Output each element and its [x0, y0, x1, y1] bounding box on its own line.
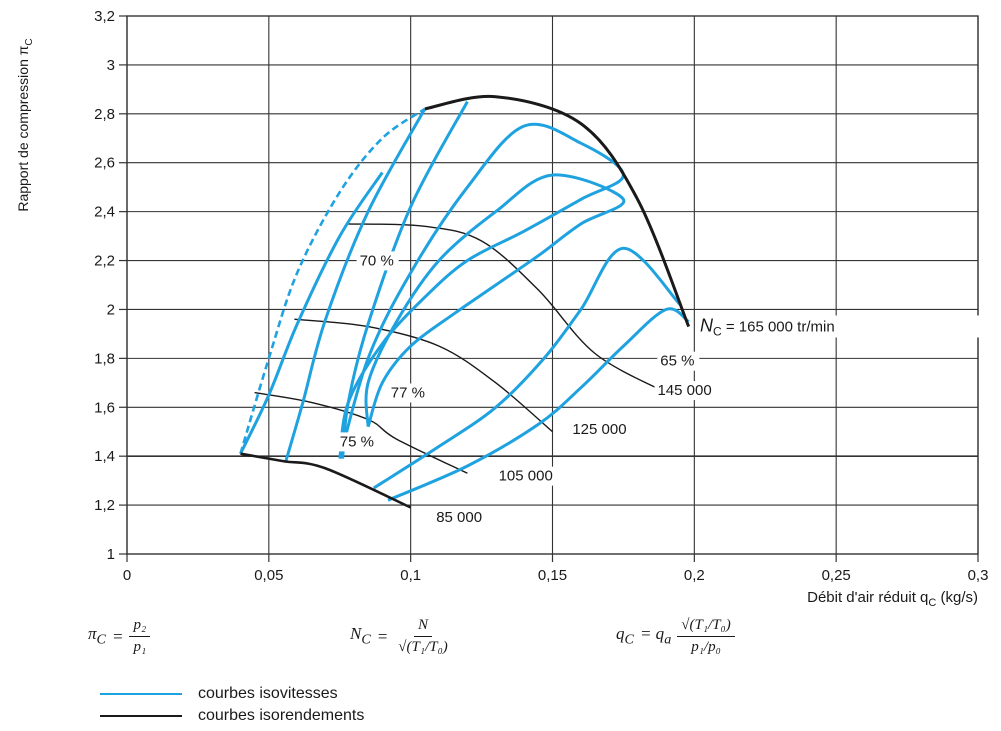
x-tick-label: 0,2 — [684, 567, 705, 584]
isovitesse-loop — [364, 173, 626, 428]
formula-pi-denominator: p₁ — [133, 639, 147, 655]
y-tick-label: 2,2 — [94, 253, 115, 270]
annotation-bg — [654, 381, 724, 401]
x-tick-label: 0 — [123, 567, 131, 584]
y-tick-label: 1,6 — [94, 399, 115, 416]
legend: courbes isovitesses courbes isorendement… — [100, 683, 364, 727]
formula-q-eq: = q — [639, 624, 665, 644]
plot-frame — [126, 15, 979, 555]
formula-pi-fraction: p₂ p₁ — [129, 617, 151, 656]
annotation: 65 % — [660, 353, 694, 370]
surge-line — [239, 107, 426, 455]
annotation: 70 % — [360, 252, 394, 269]
x-axis-label: Débit d'air réduit qC (kg/s) — [807, 589, 978, 609]
x-tick-label: 0,1 — [400, 567, 421, 584]
axes: 1 1,2 1,4 1,6 1,8 2 2,2 2,4 2,6 2,8 3 3,2 0 0,05 0,1 0,… — [15, 8, 988, 609]
nc-label: NC = 165 000 tr/min — [700, 315, 835, 338]
annotation: 125 000 — [572, 421, 626, 438]
formula-q-numerator: √(T₁/T₀) — [677, 617, 735, 637]
annotation: 85 000 — [436, 509, 482, 526]
legend-line-black — [100, 715, 182, 717]
formula-q-denominator: p₁/p₀ — [691, 639, 721, 655]
formula-q-eq-sub: a — [664, 631, 672, 648]
formula-q-lhs: q — [616, 624, 625, 644]
y-tick-label: 2,6 — [94, 155, 115, 172]
legend-label-isorendements: courbes isorendements — [198, 707, 365, 724]
annotation-bg — [387, 383, 430, 403]
y-tick-label: 1,4 — [94, 448, 115, 465]
formulas: πC = p₂ p₁ NC = N √(T₁/T₀) qC = qa √(T₁/… — [88, 617, 888, 677]
isovitesse-line — [372, 246, 682, 490]
formula-n-lhs: N — [350, 624, 362, 644]
formula-n-numerator: N — [414, 617, 433, 637]
y-tick-label: 1 — [107, 546, 115, 563]
isorendement-line — [294, 318, 553, 433]
compressor-map-chart: 1 1,2 1,4 1,6 1,8 2 2,2 2,4 2,6 2,8 3 3,2 0 0,05 0,1 0,… — [15, 8, 988, 609]
x-tick-label: 0,3 — [968, 567, 989, 584]
formula-pi: πC = p₂ p₁ — [88, 617, 151, 656]
legend-item-isorendements: courbes isorendements — [100, 705, 364, 727]
annotation: 145 000 — [657, 382, 711, 399]
annotation-bg — [433, 508, 494, 528]
y-tick-label: 3 — [107, 57, 115, 74]
annotation-bg — [356, 251, 399, 271]
labels: 70 % 77 % 75 % 65 % 145 000 125 000 105 000 85 … — [336, 251, 984, 528]
formula-n-fraction: N √(T₁/T₀) — [394, 617, 452, 656]
y-axis-label: Rapport de compression πC — [15, 38, 35, 211]
y-tick-label: 3,2 — [94, 8, 115, 25]
x-tick-label: 0,15 — [538, 567, 567, 584]
formula-n-sub: C — [361, 631, 371, 648]
x-tick-label: 0,05 — [254, 567, 283, 584]
annotation: 75 % — [340, 433, 374, 450]
formula-q-sub: C — [624, 631, 634, 648]
formula-q-fraction: √(T₁/T₀) p₁/p₀ — [677, 617, 735, 656]
y-tick-label: 2 — [107, 301, 115, 318]
formula-n-eq: = — [376, 626, 389, 646]
choke-line — [424, 94, 691, 328]
y-tick-label: 2,8 — [94, 106, 115, 123]
y-tick-label: 2,4 — [94, 204, 115, 221]
annotation-bg — [495, 466, 565, 486]
isovitesse-line — [387, 307, 690, 502]
annotation-bg — [336, 432, 379, 452]
formula-n: NC = N √(T₁/T₀) — [350, 617, 452, 656]
y-tick-label: 1,8 — [94, 350, 115, 367]
legend-item-isovitesses: courbes isovitesses — [100, 683, 364, 705]
nc-label-bg — [698, 315, 984, 338]
annotation: 105 000 — [499, 468, 553, 485]
formula-n-denominator: √(T₁/T₀) — [398, 639, 448, 655]
annotation-bg — [657, 351, 700, 371]
legend-line-blue — [100, 693, 182, 695]
formula-q: qC = qa √(T₁/T₀) p₁/p₀ — [616, 617, 735, 656]
isovitesse-line — [284, 108, 427, 462]
x-tick-label: 0,25 — [822, 567, 851, 584]
annotation-bg — [569, 420, 639, 440]
y-tick-label: 1,2 — [94, 497, 115, 514]
annotation: 77 % — [391, 384, 425, 401]
formula-pi-sub: C — [96, 631, 106, 648]
curves — [239, 94, 691, 509]
lower-envelope — [240, 452, 412, 509]
isovitesse-line — [341, 100, 469, 459]
formula-pi-lhs: π — [88, 624, 97, 644]
isovitesse-line — [239, 171, 384, 455]
legend-label-isovitesses: courbes isovitesses — [198, 685, 338, 702]
formula-pi-eq: = — [111, 626, 124, 646]
formula-pi-numerator: p₂ — [129, 617, 151, 637]
